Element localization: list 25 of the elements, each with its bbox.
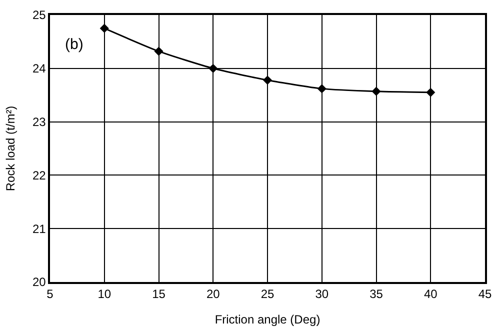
y-tick-label: 20 [32, 275, 46, 290]
point [154, 46, 164, 56]
x-tick-label: 5 [46, 287, 54, 302]
point [100, 24, 109, 33]
x-tick-label: 45 [478, 287, 492, 302]
y-tick-label: 24 [32, 62, 46, 76]
y-tick-label: 22 [32, 168, 46, 182]
point [372, 86, 381, 96]
point [426, 88, 436, 97]
x-tick-label: 15 [152, 287, 166, 302]
y-tick-label: 25 [32, 8, 46, 22]
y-tick-label: 23 [32, 115, 46, 129]
x-tick-label: 30 [315, 287, 329, 302]
y-axis-title: Rock load (t/m²) [3, 106, 18, 192]
point [317, 84, 326, 94]
x-tick-label: 20 [206, 287, 220, 302]
x-axis-title: Friction angle (Deg) [214, 312, 320, 327]
point [208, 64, 218, 73]
x-tick-label: 10 [98, 287, 112, 302]
x-tick-label: 40 [424, 287, 438, 302]
x-tick-label: 25 [260, 287, 274, 302]
point [262, 76, 272, 85]
x-tick-label: 35 [370, 287, 384, 302]
y-tick-label: 21 [32, 222, 46, 236]
annotation: (b) [65, 36, 84, 53]
